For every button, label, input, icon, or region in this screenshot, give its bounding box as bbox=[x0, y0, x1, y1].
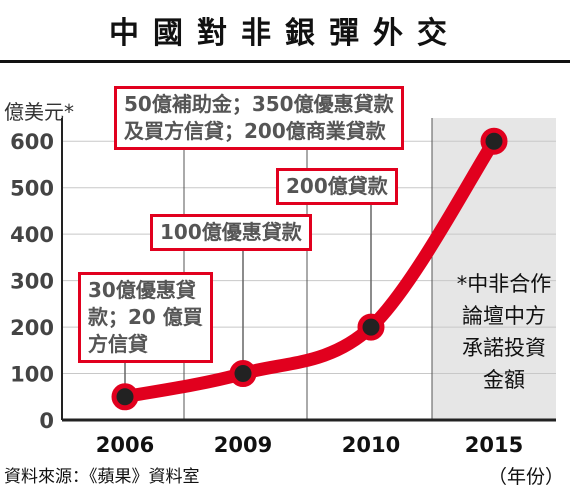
y-tick-label: 600 bbox=[10, 130, 54, 154]
callout-2009: 100億優惠貸款 bbox=[150, 214, 312, 251]
callout-line: 200億貸款 bbox=[286, 174, 388, 198]
y-tick-label: 200 bbox=[10, 316, 54, 340]
y-tick-label: 100 bbox=[10, 363, 54, 387]
title-divider bbox=[0, 60, 570, 63]
y-tick-label: 500 bbox=[10, 177, 54, 201]
x-tick-label: 2015 bbox=[465, 433, 523, 457]
footnote-line: 金額 bbox=[483, 368, 525, 392]
y-tick-label: 300 bbox=[10, 270, 54, 294]
callout-line: 及買方信貸；200億商業貸款 bbox=[124, 119, 386, 143]
footnote-line: 論壇中方 bbox=[462, 304, 546, 328]
y-tick-label: 400 bbox=[10, 223, 54, 247]
shaded-band bbox=[432, 118, 556, 420]
callout-2015: 50億補助金；350億優惠貸款 及買方信貸；200億商業貸款 bbox=[114, 86, 404, 150]
x-axis-unit-label: （年份） bbox=[488, 466, 565, 488]
data-point bbox=[111, 383, 139, 411]
data-point bbox=[357, 313, 385, 341]
chart-title: 中國對非銀彈外交 bbox=[109, 16, 461, 51]
callout-2010: 200億貸款 bbox=[276, 168, 398, 205]
callout-line: 50億補助金；350億優惠貸款 bbox=[124, 92, 394, 116]
callout-line: 方信貸 bbox=[88, 332, 148, 356]
x-tick-label: 2009 bbox=[214, 433, 272, 457]
callout-line: 100億優惠貸款 bbox=[160, 220, 302, 244]
footnote-line: *中非合作 bbox=[456, 272, 552, 296]
callout-line: 款；20 億買 bbox=[88, 305, 203, 329]
source-note: 資料來源：《蘋果》資料室 bbox=[4, 467, 200, 487]
y-tick-label: 0 bbox=[39, 409, 54, 433]
callout-line: 30億優惠貸 bbox=[88, 278, 196, 302]
series-line bbox=[118, 134, 501, 404]
callout-2006: 30億優惠貸 款；20 億買 方信貸 bbox=[78, 272, 213, 363]
x-tick-label: 2006 bbox=[96, 433, 154, 457]
footnote-line: 承諾投資 bbox=[462, 336, 546, 360]
data-point bbox=[229, 360, 257, 388]
x-tick-label: 2010 bbox=[342, 433, 400, 457]
footnote: *中非合作 論壇中方 承諾投資 金額 bbox=[438, 268, 570, 396]
data-point bbox=[480, 127, 508, 155]
